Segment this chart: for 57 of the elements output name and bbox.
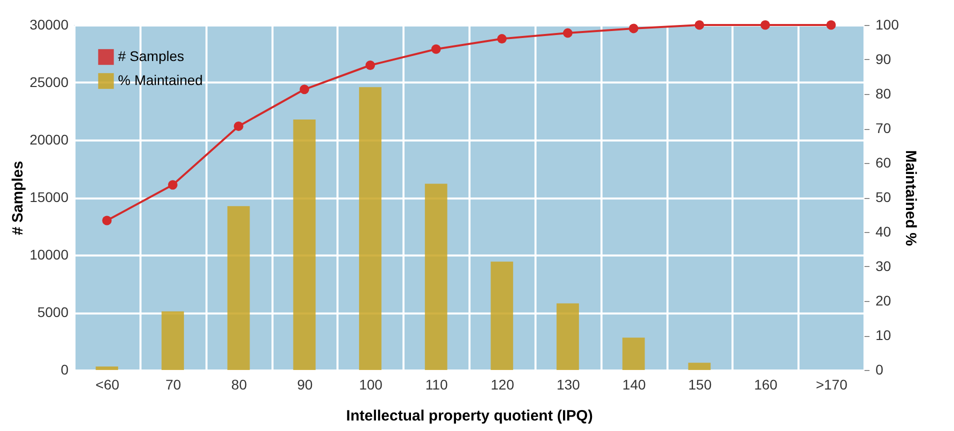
- y2-axis-title: Maintained %: [902, 150, 919, 246]
- bar: [359, 87, 382, 370]
- bar: [556, 303, 579, 370]
- y2-tick-label: 20: [876, 292, 892, 308]
- y2-tick-label: 50: [876, 189, 892, 205]
- point: [431, 44, 441, 54]
- point: [694, 20, 704, 30]
- y-tick-label: 15000: [30, 189, 69, 205]
- bar: [424, 184, 448, 370]
- bar: [96, 366, 118, 370]
- y2-tick-label: 60: [876, 154, 892, 170]
- point: [563, 28, 572, 38]
- bar: [490, 262, 514, 370]
- point: [826, 20, 836, 30]
- bar: [162, 311, 184, 370]
- x-tick-label: 90: [297, 376, 313, 392]
- x-tick-label: 80: [231, 376, 248, 392]
- y-tick-label: 25000: [30, 74, 69, 90]
- x-tick-label: 110: [425, 376, 448, 392]
- y2-tick-label: 40: [876, 224, 892, 240]
- x-tick-label: 160: [754, 376, 778, 392]
- point: [497, 34, 507, 44]
- bar: [688, 362, 711, 370]
- x-tick-label: <60: [96, 376, 120, 392]
- y2-tick-label: 70: [876, 120, 892, 136]
- bar: [227, 206, 250, 370]
- x-tick-label: >170: [816, 376, 848, 392]
- legend-label: # Samples: [118, 48, 184, 64]
- x-tick-label: 150: [688, 376, 712, 392]
- y-tick-label: 20000: [30, 132, 69, 148]
- point: [234, 121, 244, 131]
- point: [760, 20, 770, 30]
- legend-label: % Maintained: [118, 72, 203, 88]
- x-tick-label: 140: [622, 376, 646, 392]
- y-axis-title: # Samples: [10, 160, 27, 236]
- y2-tick-label: 100: [876, 16, 900, 32]
- y2-tick-label: 30: [876, 258, 892, 274]
- bar: [293, 120, 316, 370]
- y-tick-label: 10000: [30, 246, 69, 262]
- point: [168, 180, 178, 190]
- x-tick-label: 100: [359, 376, 383, 392]
- x-axis-title: Intellectual property quotient (IPQ): [346, 408, 593, 424]
- x-tick-label: 130: [556, 376, 580, 392]
- point: [102, 216, 112, 226]
- bar: [622, 338, 645, 370]
- y2-tick-label: 90: [876, 51, 892, 67]
- point: [300, 84, 310, 94]
- y2-tick-label: 80: [876, 86, 892, 102]
- x-tick-label: 70: [165, 376, 182, 392]
- y-tick-label: 5000: [37, 304, 69, 320]
- y2-tick-label: 10: [876, 327, 892, 343]
- x-tick-label: 120: [490, 376, 514, 392]
- y-tick-label: 30000: [30, 16, 69, 32]
- point: [366, 60, 375, 70]
- y2-tick-label: 0: [876, 362, 884, 378]
- point: [628, 24, 638, 34]
- y-tick-label: 0: [60, 362, 69, 378]
